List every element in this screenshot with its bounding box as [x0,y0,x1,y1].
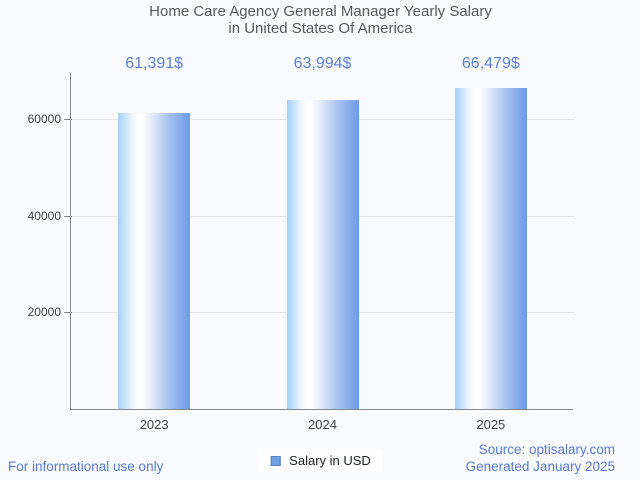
y-tick-label: 40000 [27,208,61,223]
source-text: Source: optisalary.com [478,442,615,457]
y-axis-tick [64,119,72,121]
legend-series-label: Salary in USD [289,453,371,468]
generated-text: Generated January 2025 [465,459,615,474]
bar-2024 [286,100,359,409]
value-label-2025: 66,479$ [461,55,520,72]
y-tick-label: 60000 [27,112,61,127]
y-axis-tick [64,312,72,314]
footer-disclaimer: For informational use only [8,459,164,474]
legend-swatch-icon [270,455,281,466]
y-tick-label: 20000 [27,305,61,320]
chart-title: Home Care Agency General Manager Yearly … [0,3,641,37]
x-tick-label-2025: 2025 [476,417,506,432]
chart-title-line2: in United States Of America [228,19,413,37]
x-axis-line [70,409,573,410]
x-tick-label-2024: 2024 [308,417,337,432]
footer-source: Source: optisalary.com Generated January… [466,441,615,475]
y-axis-tick [64,215,72,217]
chart-title-line1: Home Care Agency General Manager Yearly … [149,3,492,20]
value-label-2024: 63,994$ [293,55,352,72]
bar-2025 [454,88,527,409]
x-tick-label-2023: 2023 [139,417,169,432]
value-label-2023: 61,391$ [125,55,184,72]
y-axis-line [70,73,71,410]
bar-2023 [118,112,191,409]
legend: Salary in USD [258,449,383,472]
